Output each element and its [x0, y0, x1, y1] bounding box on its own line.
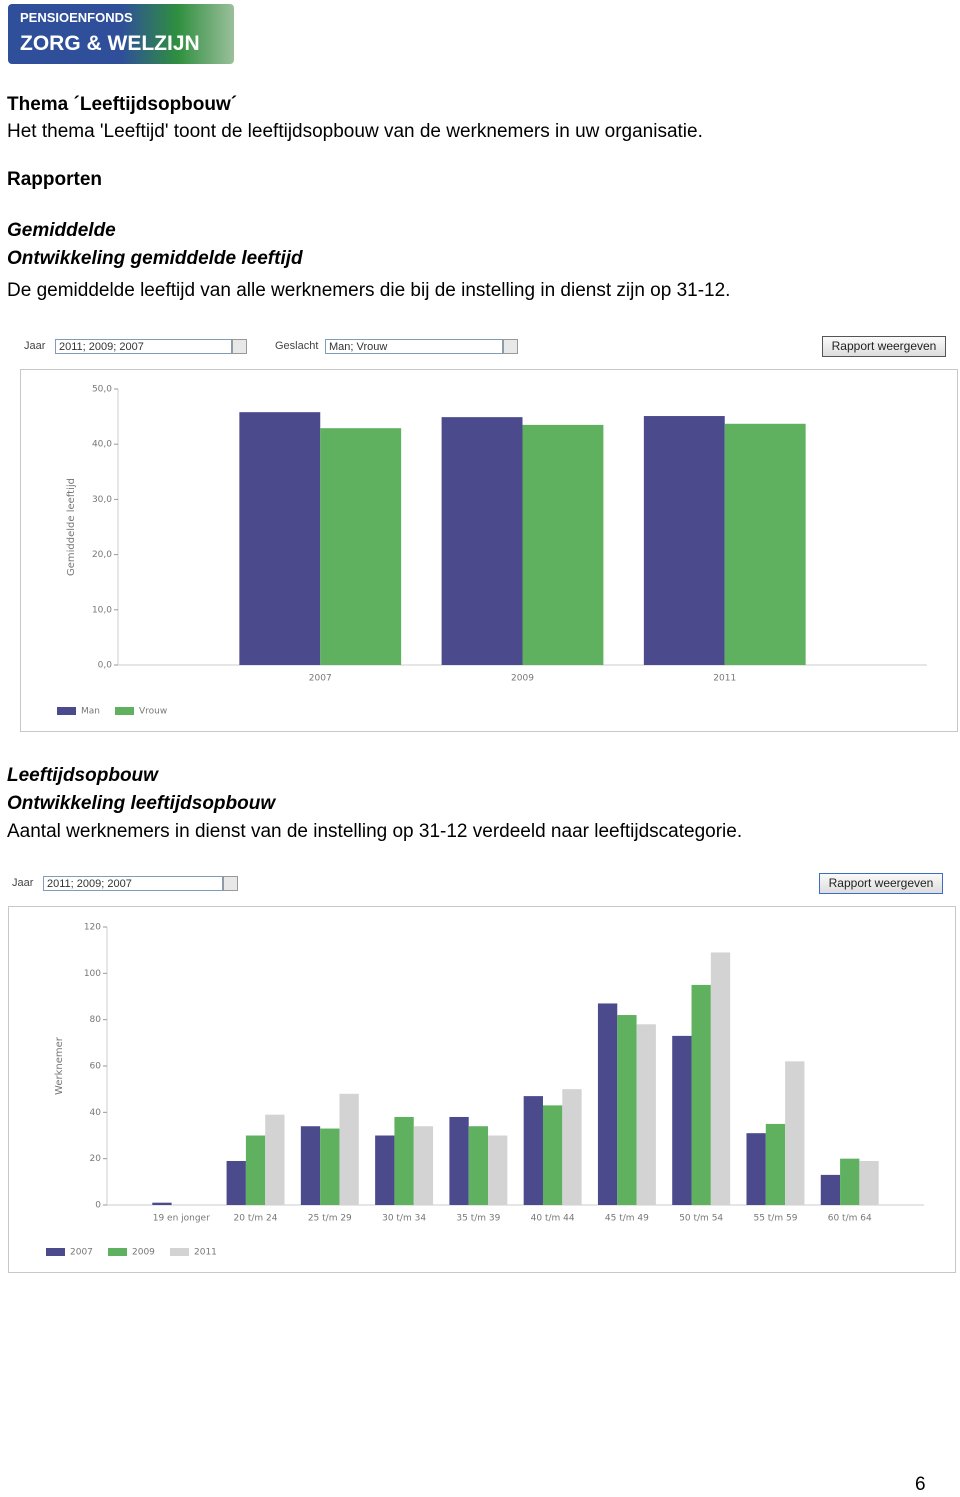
legend-swatch [108, 1248, 127, 1256]
x-tick-label: 35 t/m 39 [456, 1214, 500, 1224]
report-button[interactable]: Rapport weergeven [819, 873, 943, 894]
legend-label: 2007 [70, 1248, 93, 1258]
x-tick-label: 25 t/m 29 [308, 1214, 352, 1224]
bar [785, 1061, 805, 1205]
legend-label: 2009 [132, 1248, 155, 1258]
x-tick-label: 2009 [511, 674, 534, 684]
intro-title: Thema ´Leeftijdsopbouw´ [7, 94, 238, 115]
section-subtitle: Ontwikkeling gemiddelde leeftijd [7, 248, 303, 269]
bar [394, 1116, 414, 1205]
bar [840, 1158, 860, 1205]
bar [468, 1126, 489, 1205]
bar [710, 952, 731, 1205]
bar [523, 1096, 543, 1205]
y-tick-label: 10,0 [92, 605, 112, 615]
section-text: Aantal werknemers in dienst van de inste… [7, 821, 743, 842]
y-tick-label: 20,0 [92, 550, 112, 560]
x-tick-label: 2011 [713, 674, 736, 684]
y-tick-label: 120 [84, 923, 101, 933]
x-tick-label: 45 t/m 49 [605, 1214, 649, 1224]
logo: PENSIOENFONDS ZORG & WELZIJN [8, 4, 234, 64]
legend-swatch [46, 1248, 65, 1256]
y-axis-label: Gemiddelde leeftijd [66, 478, 77, 576]
bar [691, 984, 711, 1205]
dropdown-arrow[interactable] [223, 876, 238, 891]
x-tick-label: 2007 [309, 674, 332, 684]
legend-label: Vrouw [139, 707, 167, 717]
bar [226, 1160, 246, 1205]
y-tick-label: 80 [90, 1015, 102, 1025]
y-tick-label: 20 [90, 1154, 102, 1164]
logo-line2: ZORG & WELZIJN [20, 32, 200, 55]
bar [449, 1116, 469, 1205]
bar [617, 1015, 637, 1205]
filter-label: Geslacht [275, 340, 319, 352]
bar [488, 1135, 508, 1205]
y-axis-label: Werknemer [54, 1036, 65, 1095]
legend-label: 2011 [194, 1248, 217, 1258]
bar [859, 1160, 879, 1205]
y-tick-label: 40,0 [92, 440, 112, 450]
bar [522, 424, 604, 665]
bar [597, 1003, 618, 1205]
bar [413, 1126, 434, 1205]
filter-label: Jaar [12, 877, 34, 889]
y-tick-label: 30,0 [92, 495, 112, 505]
legend-label: Man [81, 707, 100, 717]
section-text: De gemiddelde leeftijd van alle werkneme… [7, 280, 731, 301]
filter-select[interactable]: Man; Vrouw [325, 339, 503, 354]
x-tick-label: 19 en jonger [153, 1214, 210, 1224]
section-subtitle: Ontwikkeling leeftijdsopbouw [7, 793, 276, 814]
x-tick-label: 60 t/m 64 [828, 1214, 872, 1224]
chart: 0,0 10,0 20,0 30,0 40,0 50,0 Gemiddelde leefti… [20, 369, 958, 732]
y-tick-label: 0 [95, 1201, 101, 1211]
dropdown-arrow[interactable] [503, 339, 518, 354]
y-tick-label: 100 [84, 969, 101, 979]
report-button[interactable]: Rapport weergeven [822, 336, 946, 357]
bar [724, 423, 806, 665]
bar [320, 1128, 340, 1205]
filter-select[interactable]: 2011; 2009; 2007 [55, 339, 232, 354]
legend-swatch [170, 1248, 189, 1256]
x-tick-label: 30 t/m 34 [382, 1214, 426, 1224]
y-tick-label: 0,0 [98, 661, 113, 671]
bar [672, 1035, 692, 1205]
bar [542, 1105, 563, 1205]
filter-label: Jaar [24, 340, 46, 352]
bar [265, 1114, 285, 1205]
bar [643, 416, 725, 665]
bar [562, 1089, 582, 1205]
bar [636, 1024, 656, 1205]
page-number: 6 [915, 1474, 926, 1495]
y-tick-label: 40 [90, 1108, 102, 1118]
logo-line1: PENSIOENFONDS [20, 10, 133, 25]
bar [375, 1135, 395, 1205]
bar [239, 412, 321, 665]
bar [152, 1202, 172, 1205]
bar [820, 1174, 841, 1205]
chart: 0 20 40 60 80 100 120 Werknemer 19 en jonger 20 t… [8, 906, 956, 1273]
bar [339, 1093, 359, 1205]
intro-text: Het thema 'Leeftijd' toont de leeftijdso… [7, 121, 703, 142]
x-tick-label: 40 t/m 44 [531, 1214, 575, 1224]
legend-swatch [115, 707, 134, 715]
bar [441, 417, 523, 665]
legend-swatch [57, 707, 76, 715]
bar [320, 428, 402, 665]
bar [765, 1123, 786, 1205]
bar [746, 1133, 766, 1205]
y-tick-label: 60 [90, 1062, 102, 1072]
x-tick-label: 50 t/m 54 [679, 1214, 723, 1224]
section-title: Gemiddelde [7, 220, 116, 241]
dropdown-arrow[interactable] [232, 339, 247, 354]
section-title: Leeftijdsopbouw [7, 765, 158, 786]
y-tick-label: 50,0 [92, 385, 112, 395]
reports-heading: Rapporten [7, 169, 102, 190]
filter-select[interactable]: 2011; 2009; 2007 [43, 876, 223, 891]
x-tick-label: 20 t/m 24 [234, 1214, 278, 1224]
bar [245, 1135, 266, 1205]
bar [300, 1126, 321, 1205]
x-tick-label: 55 t/m 59 [753, 1214, 797, 1224]
